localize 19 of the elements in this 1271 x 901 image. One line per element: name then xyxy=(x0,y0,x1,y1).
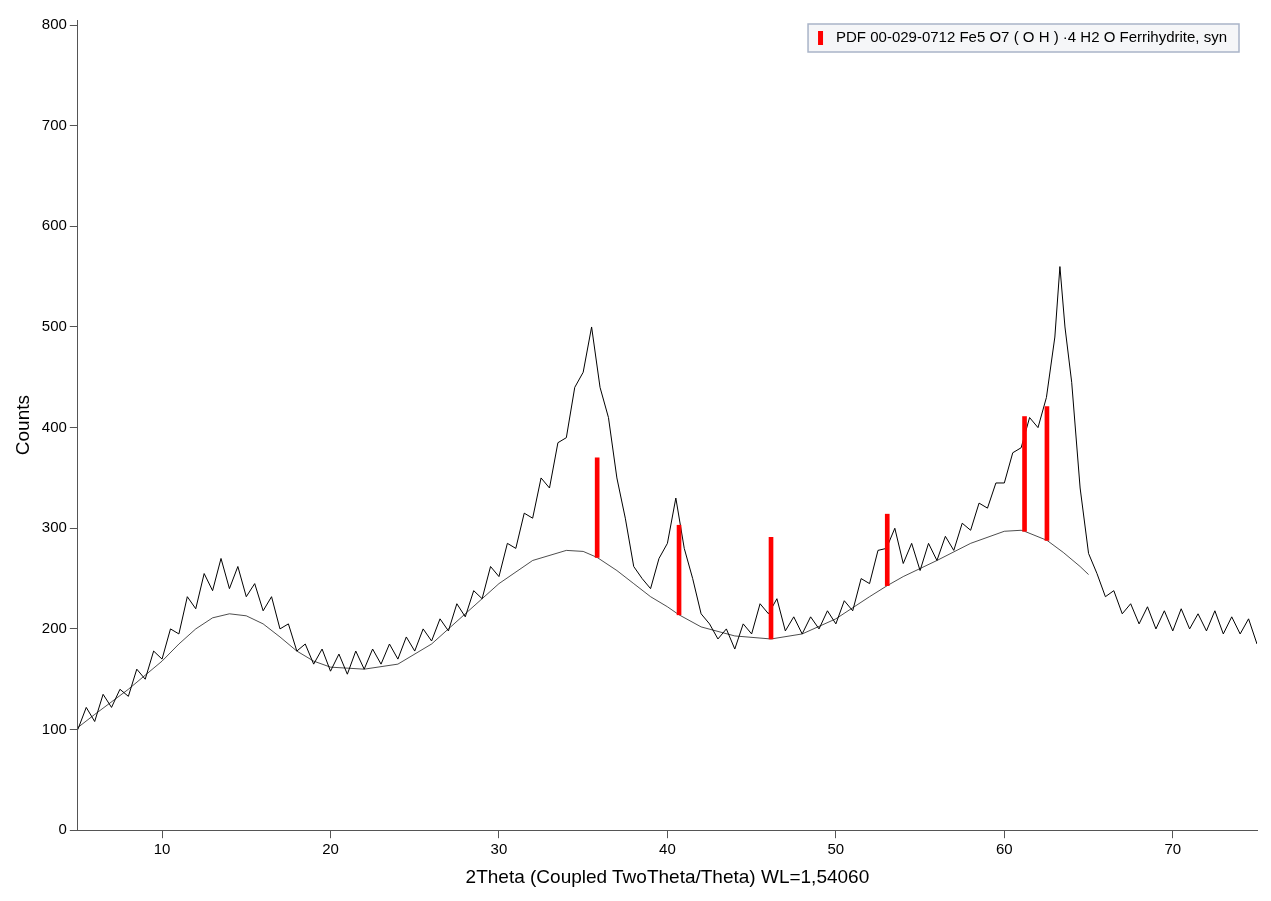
y-tick-label: 500 xyxy=(41,317,67,335)
y-tick-label: 300 xyxy=(41,518,67,536)
y-tick-label: 0 xyxy=(58,820,67,838)
y-tick-label: 700 xyxy=(41,115,67,133)
y-tick-label: 400 xyxy=(41,417,67,435)
x-tick-label: 30 xyxy=(490,840,508,858)
x-axis-title: 2Theta (Coupled TwoTheta/Theta) WL=1,54060 xyxy=(465,865,870,887)
x-tick-label: 70 xyxy=(1164,840,1182,858)
y-axis-title: Counts xyxy=(11,395,33,456)
x-tick-label: 10 xyxy=(153,840,171,858)
y-tick-label: 200 xyxy=(41,619,67,637)
y-tick-label: 600 xyxy=(41,216,67,234)
x-tick-label: 40 xyxy=(659,840,676,858)
x-tick-label: 50 xyxy=(827,840,845,858)
legend-label: PDF 00-029-0712 Fe5 O7 ( O H ) ·4 H2 O Ferrihydrite, syn xyxy=(836,28,1227,46)
y-tick-label: 800 xyxy=(41,15,67,33)
x-tick-label: 20 xyxy=(322,840,339,858)
x-tick-label: 60 xyxy=(995,840,1013,858)
y-tick-label: 100 xyxy=(41,719,67,737)
